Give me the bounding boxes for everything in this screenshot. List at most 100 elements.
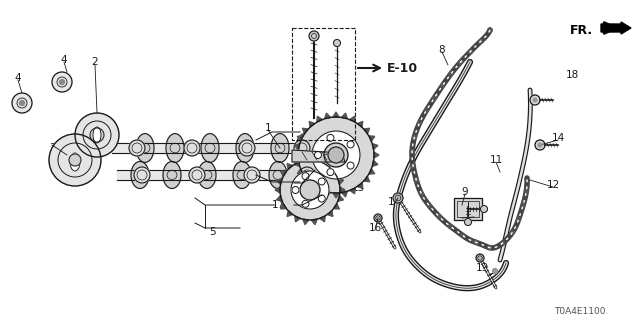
Polygon shape [294, 144, 300, 149]
Circle shape [328, 147, 344, 163]
Polygon shape [324, 113, 330, 119]
Text: 3: 3 [49, 143, 55, 153]
Circle shape [318, 195, 325, 202]
Circle shape [465, 219, 472, 226]
Circle shape [413, 135, 417, 139]
Polygon shape [333, 171, 339, 176]
Ellipse shape [299, 162, 317, 188]
Text: 6: 6 [278, 195, 285, 205]
Circle shape [524, 189, 529, 193]
Polygon shape [276, 179, 282, 184]
Polygon shape [338, 196, 344, 201]
Polygon shape [349, 188, 355, 194]
Circle shape [280, 160, 340, 220]
Text: 17: 17 [287, 175, 301, 185]
Circle shape [324, 143, 348, 167]
Polygon shape [317, 188, 323, 194]
Circle shape [428, 204, 431, 208]
Polygon shape [292, 150, 345, 162]
Polygon shape [309, 183, 315, 188]
Text: 15: 15 [387, 197, 401, 207]
Circle shape [481, 205, 488, 212]
Text: 9: 9 [461, 187, 468, 197]
Polygon shape [297, 169, 303, 174]
Circle shape [327, 134, 334, 141]
Polygon shape [309, 121, 315, 127]
Ellipse shape [136, 134, 154, 163]
Polygon shape [338, 179, 344, 184]
Polygon shape [287, 211, 292, 216]
Polygon shape [372, 161, 378, 166]
Circle shape [538, 143, 542, 147]
Polygon shape [295, 216, 300, 222]
Circle shape [244, 167, 260, 183]
Text: 4: 4 [15, 73, 21, 83]
Text: 18: 18 [565, 70, 579, 80]
Bar [457, 201, 479, 217]
Circle shape [521, 203, 525, 207]
Text: 7: 7 [332, 143, 339, 153]
Text: 4: 4 [61, 55, 67, 65]
Circle shape [449, 225, 452, 228]
Circle shape [347, 162, 354, 169]
Circle shape [294, 140, 310, 156]
Circle shape [239, 140, 255, 156]
Circle shape [410, 149, 414, 153]
Circle shape [298, 117, 374, 193]
Polygon shape [342, 191, 348, 197]
Polygon shape [317, 116, 323, 122]
Text: 13: 13 [351, 183, 365, 193]
Circle shape [530, 95, 540, 105]
Polygon shape [319, 158, 325, 164]
Circle shape [374, 214, 382, 222]
Circle shape [449, 72, 453, 76]
Circle shape [291, 171, 329, 209]
Polygon shape [349, 116, 355, 122]
Circle shape [424, 108, 429, 112]
Circle shape [414, 178, 419, 182]
Polygon shape [297, 136, 303, 141]
Circle shape [347, 141, 354, 148]
Polygon shape [372, 144, 378, 149]
Circle shape [60, 79, 65, 84]
Circle shape [292, 187, 299, 194]
Circle shape [302, 200, 309, 207]
Text: 19: 19 [476, 263, 488, 273]
Circle shape [75, 113, 119, 157]
Circle shape [327, 169, 334, 176]
Polygon shape [364, 176, 370, 182]
Polygon shape [342, 113, 348, 119]
Text: E-10: E-10 [387, 61, 417, 75]
Polygon shape [302, 176, 308, 182]
Circle shape [440, 84, 445, 88]
Polygon shape [293, 152, 298, 158]
Bar [454, 198, 482, 220]
Circle shape [12, 93, 32, 113]
Polygon shape [369, 169, 375, 174]
Polygon shape [340, 187, 345, 193]
Circle shape [476, 254, 484, 262]
Text: 10: 10 [467, 210, 481, 220]
Ellipse shape [201, 134, 219, 163]
Ellipse shape [233, 162, 251, 188]
Text: 8: 8 [438, 45, 445, 55]
Polygon shape [327, 164, 333, 169]
Text: 17: 17 [271, 200, 285, 210]
Ellipse shape [269, 162, 287, 188]
Polygon shape [324, 191, 330, 197]
Circle shape [90, 128, 104, 142]
Polygon shape [280, 204, 287, 209]
Circle shape [312, 131, 360, 179]
Ellipse shape [163, 162, 181, 188]
Text: 1: 1 [265, 123, 271, 133]
Circle shape [438, 215, 442, 219]
Bar [292, 28, 355, 140]
Polygon shape [357, 121, 363, 127]
Circle shape [69, 154, 81, 166]
FancyArrow shape [601, 22, 631, 34]
Circle shape [417, 121, 422, 125]
Polygon shape [311, 155, 317, 161]
Polygon shape [287, 164, 292, 169]
Circle shape [333, 39, 340, 46]
Text: T0A4E1100: T0A4E1100 [554, 308, 605, 316]
